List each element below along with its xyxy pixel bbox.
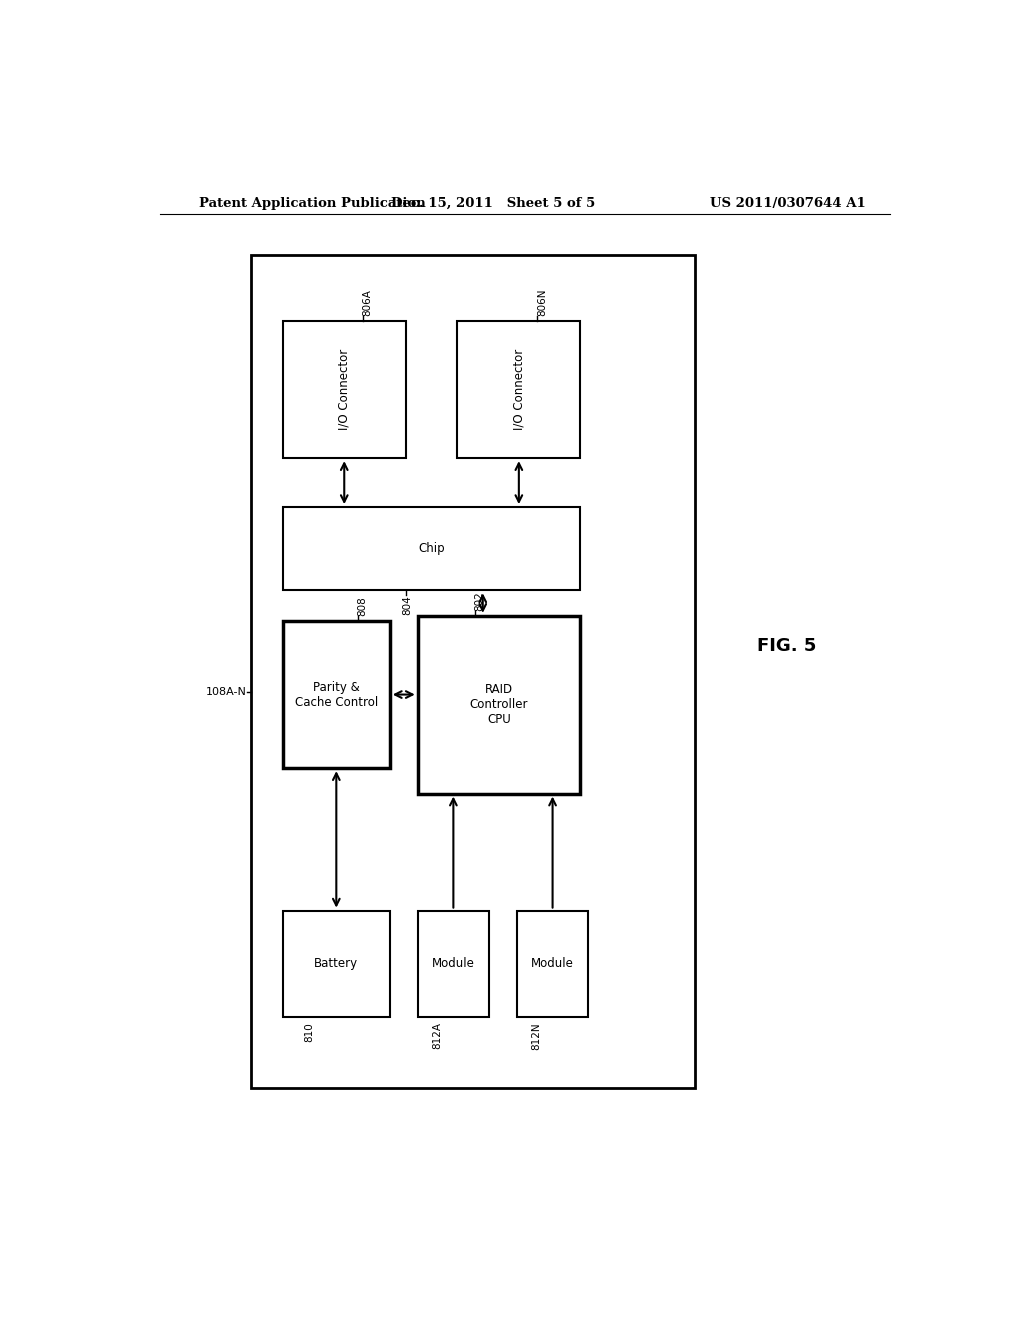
Text: I/O Connector: I/O Connector	[512, 348, 525, 430]
Text: 812A: 812A	[432, 1022, 442, 1049]
Text: Module: Module	[531, 957, 574, 970]
Text: 108A-N: 108A-N	[206, 686, 247, 697]
Text: FIG. 5: FIG. 5	[757, 638, 816, 655]
Text: 804: 804	[401, 595, 412, 615]
Text: Module: Module	[432, 957, 475, 970]
Bar	[251, 255, 695, 1089]
Text: Dec. 15, 2011   Sheet 5 of 5: Dec. 15, 2011 Sheet 5 of 5	[391, 197, 595, 210]
Text: 806N: 806N	[538, 289, 547, 315]
Text: Battery: Battery	[314, 957, 358, 970]
Text: 810: 810	[304, 1022, 314, 1041]
Text: Chip: Chip	[418, 543, 444, 556]
Bar	[418, 615, 581, 793]
Text: 806A: 806A	[362, 289, 373, 315]
Bar	[283, 321, 406, 458]
Text: US 2011/0307644 A1: US 2011/0307644 A1	[711, 197, 866, 210]
Text: I/O Connector: I/O Connector	[338, 348, 351, 430]
Bar	[283, 507, 581, 590]
Bar	[458, 321, 581, 458]
Bar	[517, 911, 588, 1018]
Bar	[283, 911, 390, 1018]
Text: 812N: 812N	[531, 1022, 541, 1049]
Text: 802: 802	[474, 591, 484, 611]
Text: Parity &
Cache Control: Parity & Cache Control	[295, 681, 378, 709]
Bar	[283, 620, 390, 768]
Text: RAID
Controller
CPU: RAID Controller CPU	[470, 684, 528, 726]
Bar	[418, 911, 489, 1018]
Text: 808: 808	[357, 597, 368, 615]
Text: Patent Application Publication: Patent Application Publication	[200, 197, 426, 210]
